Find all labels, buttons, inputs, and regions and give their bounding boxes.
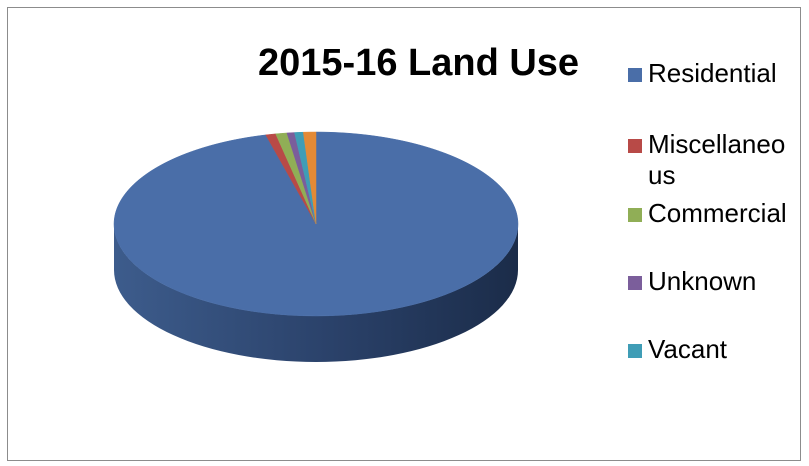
legend-swatch-commercial bbox=[628, 208, 642, 222]
pie-top-face bbox=[113, 131, 519, 317]
pie-side-residential bbox=[114, 224, 518, 362]
legend-label-commercial: Commercial bbox=[648, 198, 787, 228]
legend-swatch-unknown bbox=[628, 276, 642, 290]
pie-slice-other bbox=[303, 131, 317, 225]
legend-item-commercial: Commercial bbox=[628, 198, 798, 229]
legend-item-vacant: Vacant bbox=[628, 334, 798, 365]
legend-label-miscellaneous: Miscellaneo us bbox=[628, 129, 798, 191]
legend-swatch-vacant bbox=[628, 344, 642, 358]
legend-swatch-residential bbox=[628, 68, 642, 82]
legend-item-unknown: Unknown bbox=[628, 266, 798, 297]
legend-label-residential: Residential bbox=[648, 58, 777, 88]
pie-chart bbox=[113, 131, 519, 362]
legend-label-unknown: Unknown bbox=[648, 266, 757, 296]
legend-label-line: Miscellaneo bbox=[648, 129, 786, 159]
chart-title: 2015-16 Land Use bbox=[258, 42, 580, 84]
legend-item-miscellaneous: Miscellaneo us bbox=[628, 129, 798, 191]
legend-swatch-miscellaneous bbox=[628, 139, 642, 153]
legend-label-line: us bbox=[648, 160, 676, 190]
pie-side-wall bbox=[114, 224, 518, 362]
chart-area: 2015-16 Land Use Residential Miscellaneo… bbox=[7, 7, 801, 461]
legend-item-residential: Residential bbox=[628, 58, 798, 89]
legend-label-vacant: Vacant bbox=[648, 334, 728, 364]
